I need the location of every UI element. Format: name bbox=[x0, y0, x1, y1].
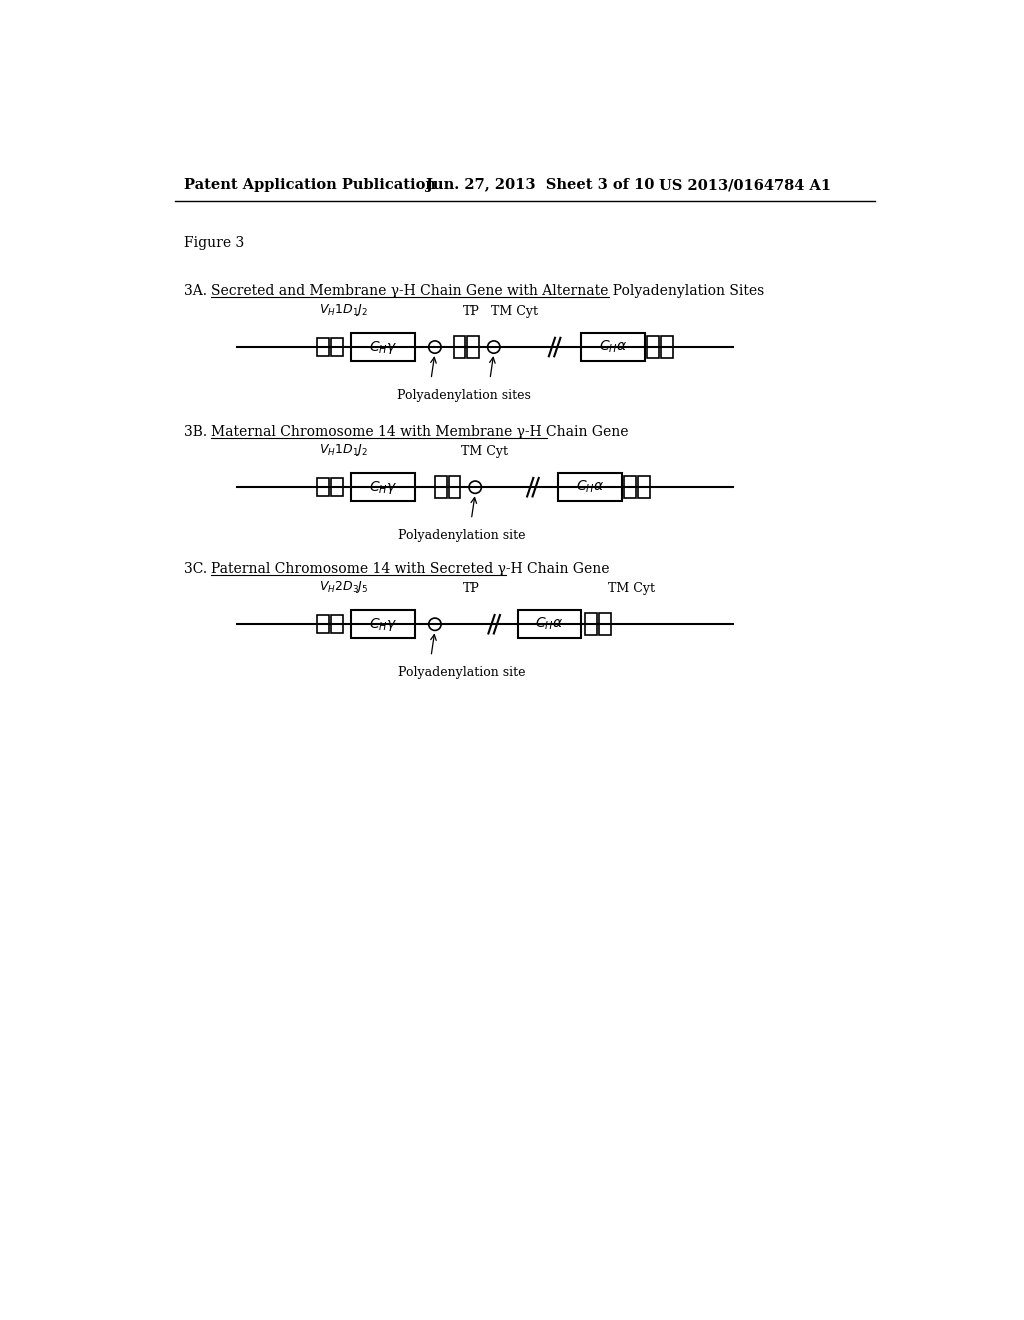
Text: $C_H\gamma$: $C_H\gamma$ bbox=[369, 338, 397, 355]
Text: Polyadenylation sites: Polyadenylation sites bbox=[397, 388, 531, 401]
Bar bbox=[518, 610, 582, 638]
Bar bbox=[317, 478, 329, 496]
Bar bbox=[449, 477, 461, 498]
Bar bbox=[454, 337, 465, 358]
Text: $C_H\alpha$: $C_H\alpha$ bbox=[599, 339, 628, 355]
Bar bbox=[317, 615, 329, 634]
Text: Jun. 27, 2013  Sheet 3 of 10: Jun. 27, 2013 Sheet 3 of 10 bbox=[426, 178, 654, 193]
Text: $C_H\alpha$: $C_H\alpha$ bbox=[575, 479, 604, 495]
Bar bbox=[331, 478, 343, 496]
Text: $V_H1D_1J_2$: $V_H1D_1J_2$ bbox=[318, 302, 368, 318]
Text: 3C.: 3C. bbox=[183, 562, 207, 576]
Text: Paternal Chromosome 14 with Secreted γ-H Chain Gene: Paternal Chromosome 14 with Secreted γ-H… bbox=[211, 562, 609, 576]
Bar bbox=[331, 615, 343, 634]
Text: $C_H\gamma$: $C_H\gamma$ bbox=[369, 615, 397, 632]
Bar bbox=[435, 477, 446, 498]
Bar bbox=[467, 337, 479, 358]
Text: TP: TP bbox=[463, 582, 480, 595]
Bar bbox=[586, 614, 597, 635]
Bar bbox=[662, 337, 673, 358]
Text: Secreted and Membrane γ-H Chain Gene with Alternate Polyadenylation Sites: Secreted and Membrane γ-H Chain Gene wit… bbox=[211, 284, 764, 298]
Text: Polyadenylation site: Polyadenylation site bbox=[397, 529, 525, 541]
Bar bbox=[351, 474, 415, 502]
Bar bbox=[351, 333, 415, 360]
Bar bbox=[647, 337, 658, 358]
Text: TM Cyt: TM Cyt bbox=[490, 305, 538, 318]
Text: US 2013/0164784 A1: US 2013/0164784 A1 bbox=[658, 178, 831, 193]
Bar bbox=[331, 338, 343, 356]
Text: TM Cyt: TM Cyt bbox=[461, 445, 508, 458]
Text: Patent Application Publication: Patent Application Publication bbox=[183, 178, 436, 193]
Text: Maternal Chromosome 14 with Membrane γ-H Chain Gene: Maternal Chromosome 14 with Membrane γ-H… bbox=[211, 425, 629, 438]
Text: Figure 3: Figure 3 bbox=[183, 236, 244, 249]
Text: TM Cyt: TM Cyt bbox=[608, 582, 655, 595]
Text: TP: TP bbox=[463, 305, 480, 318]
Bar bbox=[558, 474, 622, 502]
Text: 3A.: 3A. bbox=[183, 284, 207, 298]
Text: 3B.: 3B. bbox=[183, 425, 207, 438]
Bar bbox=[599, 614, 611, 635]
Text: $C_H\alpha$: $C_H\alpha$ bbox=[536, 616, 564, 632]
Text: $V_H2D_3J_5$: $V_H2D_3J_5$ bbox=[318, 579, 369, 595]
Bar bbox=[351, 610, 415, 638]
Text: $C_H\gamma$: $C_H\gamma$ bbox=[369, 479, 397, 496]
Text: Polyadenylation site: Polyadenylation site bbox=[397, 665, 525, 678]
Bar bbox=[582, 333, 645, 360]
Bar bbox=[638, 477, 649, 498]
Bar bbox=[317, 338, 329, 356]
Bar bbox=[624, 477, 636, 498]
Text: $V_H1D_1J_2$: $V_H1D_1J_2$ bbox=[318, 442, 368, 458]
